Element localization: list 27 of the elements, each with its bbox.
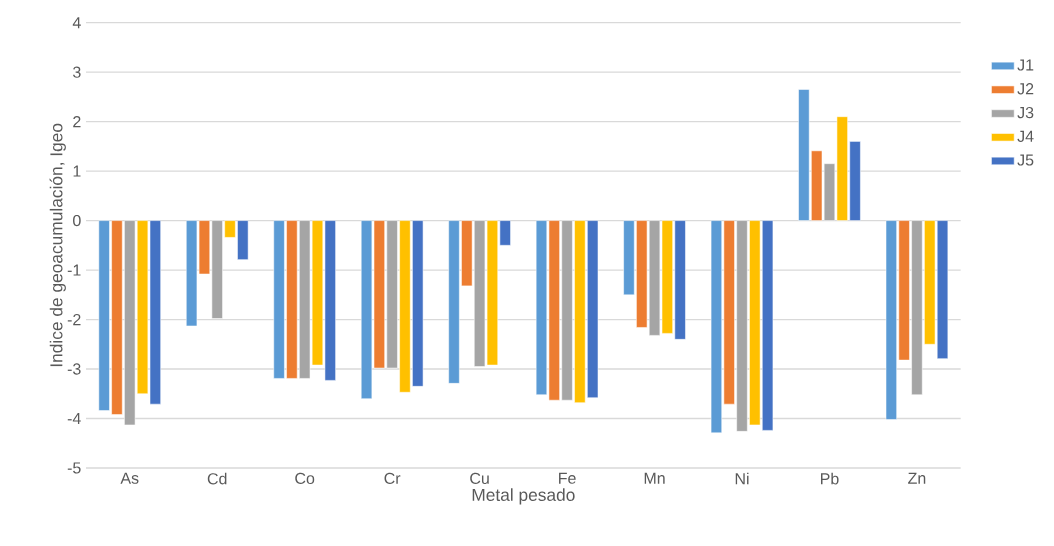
x-tick-label: Cu bbox=[470, 472, 489, 485]
legend-label: J5 bbox=[1017, 154, 1034, 166]
legend-label: J3 bbox=[1017, 106, 1034, 119]
x-tick-label: Cd bbox=[207, 472, 227, 485]
y-tick-label: -4 bbox=[67, 413, 81, 425]
y-tick-label: 0 bbox=[73, 214, 81, 227]
legend-label: J1 bbox=[1017, 59, 1034, 71]
legend-label: J2 bbox=[1017, 83, 1034, 95]
x-tick-label: Pb bbox=[821, 472, 839, 485]
y-axis-title: Indice de geoacumulación, Igeo bbox=[49, 123, 66, 367]
y-tick-label: 4 bbox=[72, 17, 81, 29]
x-tick-label: Fe bbox=[559, 472, 576, 484]
x-tick-label: As bbox=[120, 472, 139, 484]
x-tick-label: Ni bbox=[735, 472, 749, 485]
x-tick-label: Zn bbox=[908, 472, 926, 484]
y-tick-label: 2 bbox=[73, 116, 81, 128]
y-tick-label: -5 bbox=[67, 462, 81, 474]
x-tick-label: Mn bbox=[644, 472, 665, 484]
y-tick-label: -3 bbox=[67, 363, 81, 375]
x-tick-label: Cr bbox=[384, 472, 401, 485]
y-tick-label: -1 bbox=[67, 264, 81, 276]
y-tick-label: 3 bbox=[73, 66, 81, 78]
x-axis-title: Metal pesado bbox=[472, 488, 575, 505]
legend-label: J4 bbox=[1017, 130, 1034, 142]
y-tick-label: -2 bbox=[67, 313, 81, 326]
x-tick-label: Co bbox=[295, 472, 315, 485]
y-tick-label: 1 bbox=[73, 165, 81, 177]
